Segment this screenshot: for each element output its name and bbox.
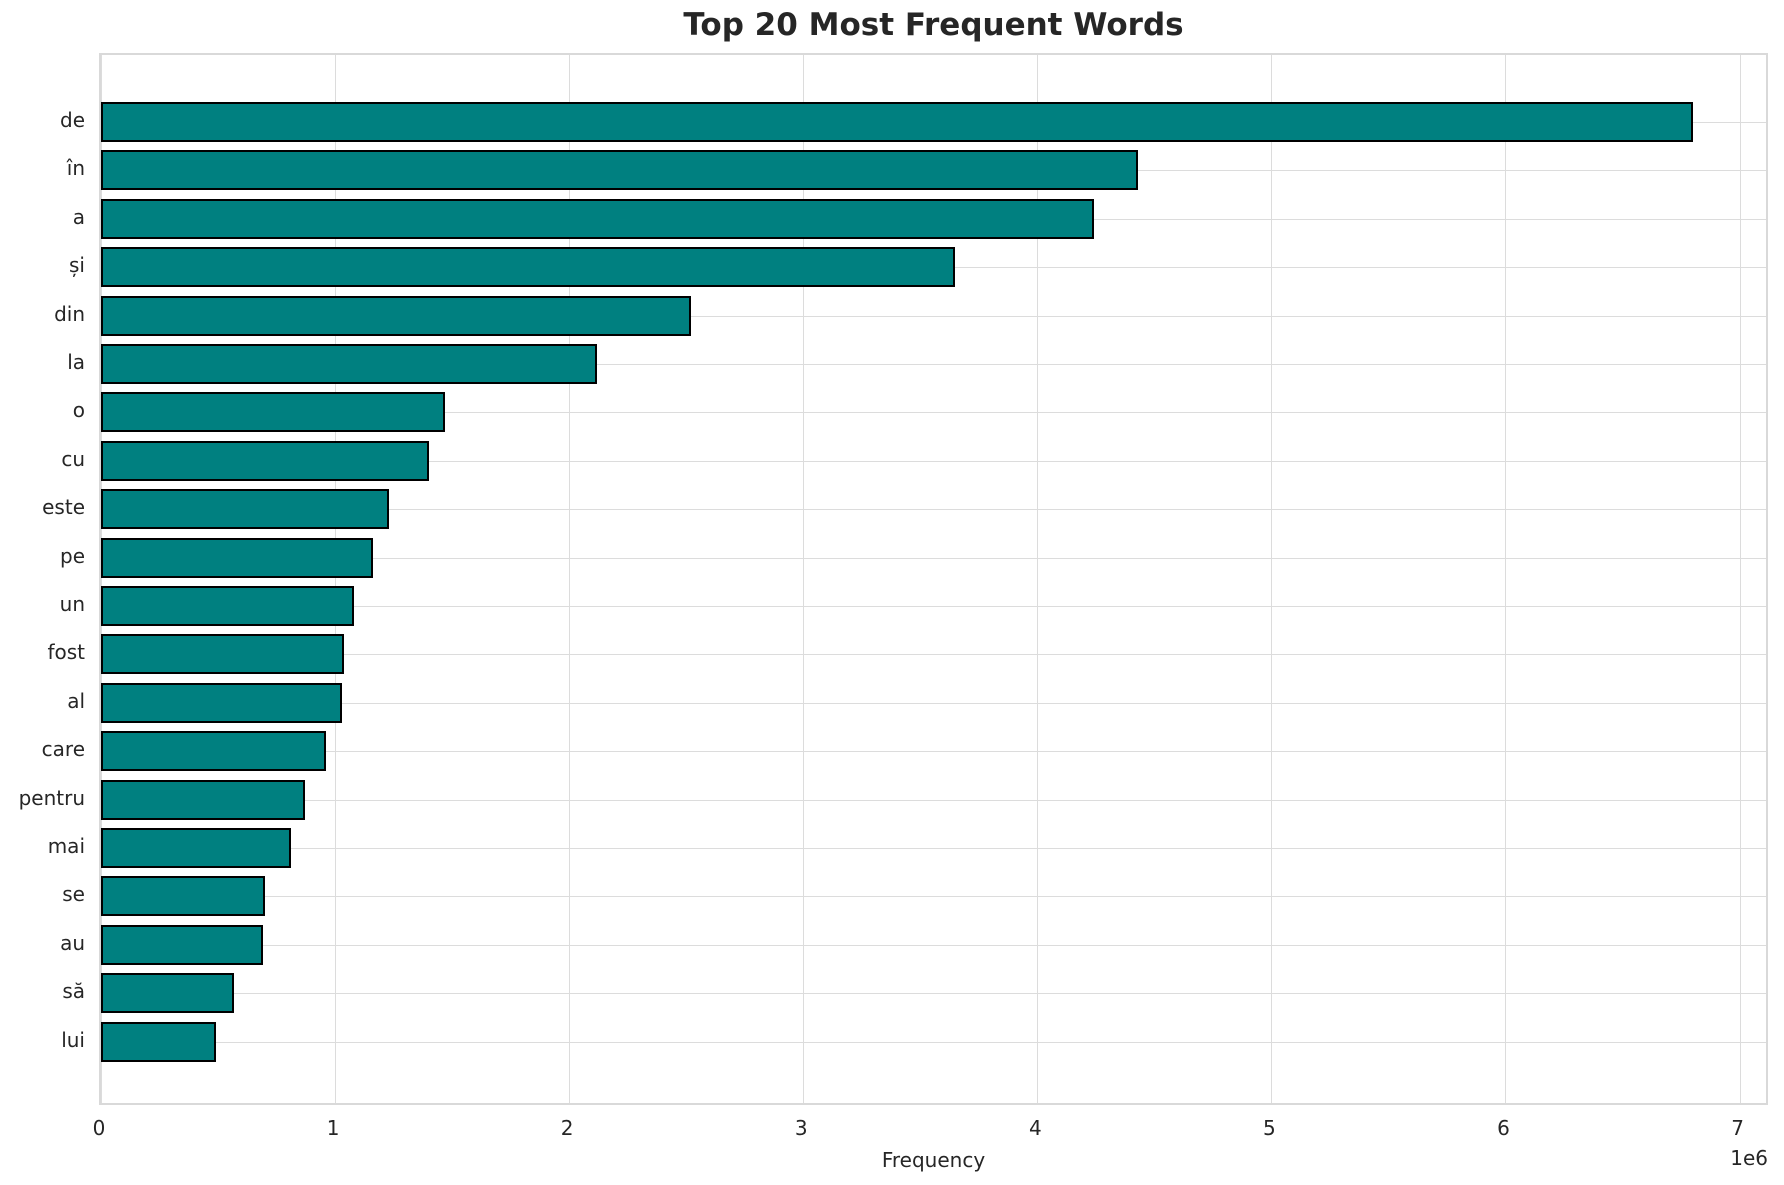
y-tick-label: au [60,930,85,955]
y-tick-label: și [69,253,85,278]
x-gridline [1505,55,1507,1103]
x-gridline [1271,55,1273,1103]
y-tick-label: în [66,156,85,181]
bar-mai [101,828,291,868]
x-gridline [1037,55,1039,1103]
x-tick-label: 7 [1731,1116,1744,1140]
plot-area [99,53,1768,1105]
y-tick-label: un [59,592,85,616]
y-gridline [101,460,1766,462]
y-gridline [101,896,1766,898]
y-gridline [101,364,1766,365]
bar-fost [101,634,345,675]
bar-pe [101,537,373,578]
y-tick-label: cu [61,446,85,471]
y-tick-label: care [41,737,85,762]
x-gridline [569,55,571,1103]
x-tick-label: 6 [1497,1116,1510,1140]
y-gridline [101,654,1766,656]
bar-al [101,682,343,723]
bar-o [101,392,446,433]
y-tick-label: lui [61,1027,85,1052]
y-gridline [101,557,1766,559]
x-tick-label: 5 [1263,1116,1276,1140]
bar-cu [101,440,429,481]
bar-de [101,102,1693,142]
bar-se [101,876,265,917]
x-tick-label: 3 [794,1116,808,1140]
bar-care [101,731,326,772]
x-gridline [335,55,337,1103]
y-gridline [101,412,1766,414]
x-tick-label: 4 [1028,1116,1042,1140]
x-axis-label: Frequency [881,1148,986,1172]
y-tick-label: pentru [18,785,85,810]
y-tick-label: pe [60,543,85,568]
x-gridline [101,55,102,1103]
y-tick-label: din [54,301,85,326]
y-gridline [101,944,1766,946]
y-tick-label: fost [47,640,85,665]
y-gridline [101,702,1766,704]
y-tick-label: mai [47,834,85,858]
bar-la [101,344,598,384]
y-gridline [101,606,1766,607]
y-gridline [101,993,1766,995]
y-gridline [101,751,1766,753]
y-tick-label: a [72,204,85,229]
y-tick-label: al [67,688,85,713]
y-gridline [101,509,1766,511]
x-tick-label: 2 [560,1116,574,1140]
y-gridline [101,315,1766,317]
bar-din [101,295,691,336]
bar-lui [101,1021,216,1062]
y-tick-label: o [72,398,85,423]
y-tick-label: se [62,882,85,907]
y-tick-label: la [67,350,85,374]
y-tick-label: este [42,495,85,520]
y-gridline [101,799,1766,801]
bar-pentru [101,779,305,820]
x-axis-offset-text: 1e6 [1730,1146,1768,1170]
y-gridline [101,1041,1766,1043]
bar-este [101,489,389,530]
bar-au [101,924,263,965]
chart-title: Top 20 Most Frequent Words [683,7,1184,43]
x-gridline [803,55,805,1103]
y-tick-label: de [60,108,85,132]
x-gridline [1739,55,1741,1103]
y-tick-label: să [62,979,85,1004]
bar-în [101,150,1138,191]
bar-și [101,247,956,288]
x-tick-label: 0 [92,1116,106,1140]
x-tick-label: 1 [326,1116,340,1140]
bar-un [101,586,354,626]
bar-să [101,973,235,1014]
y-gridline [101,848,1766,849]
bar-a [101,198,1094,239]
